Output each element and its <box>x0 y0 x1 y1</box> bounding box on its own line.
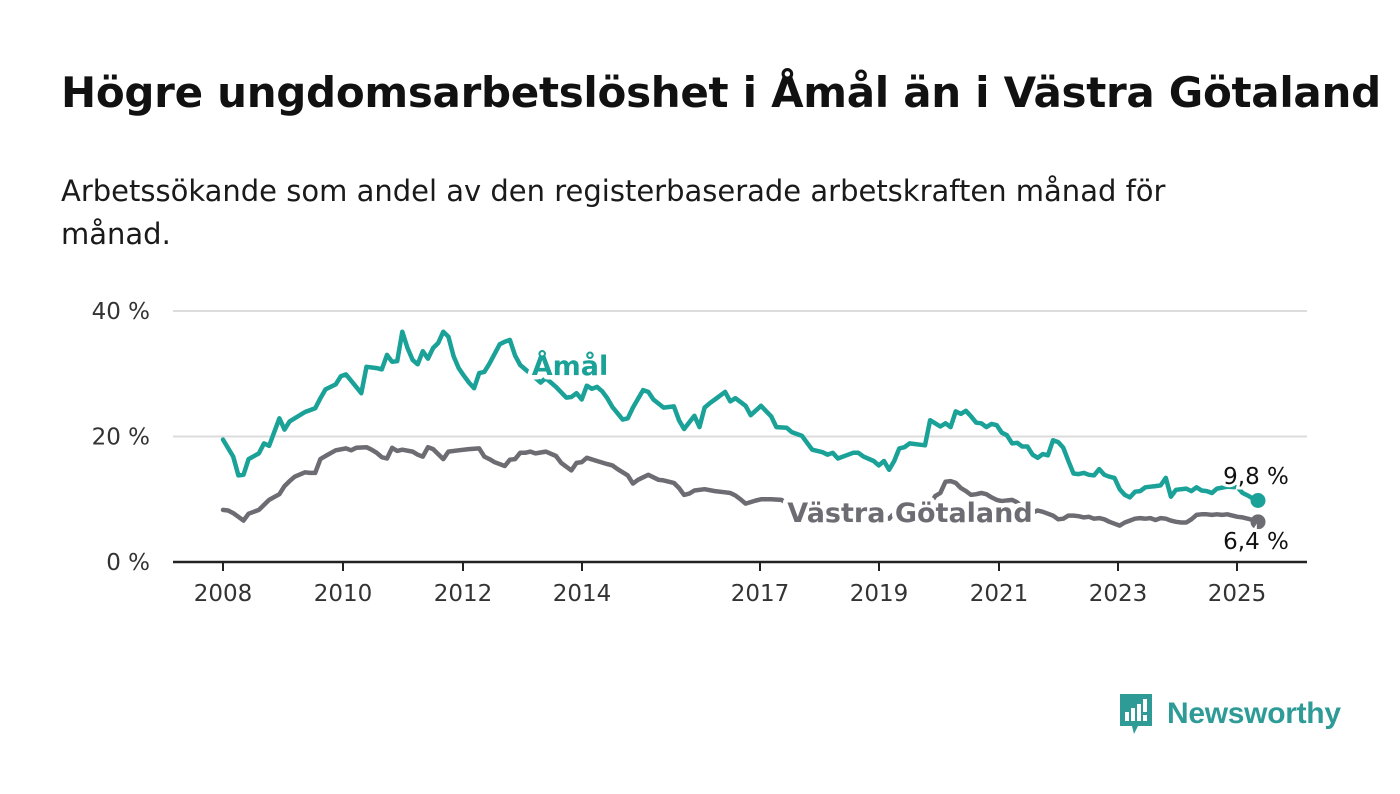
series-label-amal: Åmål <box>532 350 609 382</box>
x-tick-label: 2010 <box>314 581 373 607</box>
series-label-vg: Västra Götaland <box>787 498 1032 529</box>
x-tick-label: 2014 <box>553 581 612 607</box>
gridlines <box>173 310 1307 438</box>
series-line-vg <box>220 444 1261 528</box>
x-tick-label: 2017 <box>731 581 790 607</box>
end-label-amal: 9,8 % <box>1223 464 1289 490</box>
y-tick-label: 0 % <box>106 550 150 576</box>
bar-chart-speech-bubble-icon <box>1120 694 1152 734</box>
x-tick-label: 2025 <box>1208 581 1267 607</box>
series-lines <box>220 329 1266 530</box>
y-tick-label: 40 % <box>92 299 150 325</box>
series-line-amal <box>220 329 1261 503</box>
x-tick-label: 2012 <box>434 581 493 607</box>
end-point-amal <box>1250 493 1266 509</box>
end-label-vg: 6,4 % <box>1223 529 1289 555</box>
chart-title: Högre ungdomsarbetslöshet i Åmål än i Vä… <box>61 68 1381 117</box>
series-labels: Åmål Västra Götaland 9,8 % 6,4 % <box>527 346 1292 559</box>
brand-name: Newsworthy <box>1167 697 1341 730</box>
x-tick-label: 2019 <box>850 581 909 607</box>
x-tick-label: 2008 <box>194 581 253 607</box>
axes: 0 % 20 % 40 % 2008 2010 2012 2014 2017 2019 2021 2… <box>92 299 1307 607</box>
newsworthy-logo: Newsworthy <box>1118 690 1341 738</box>
end-point-vg <box>1250 514 1266 530</box>
y-tick-label: 20 % <box>92 425 150 451</box>
x-tick-label: 2023 <box>1089 581 1148 607</box>
x-tick-label: 2021 <box>970 581 1029 607</box>
chart-subtitle: Arbetssökande som andel av den registerb… <box>61 174 1166 251</box>
